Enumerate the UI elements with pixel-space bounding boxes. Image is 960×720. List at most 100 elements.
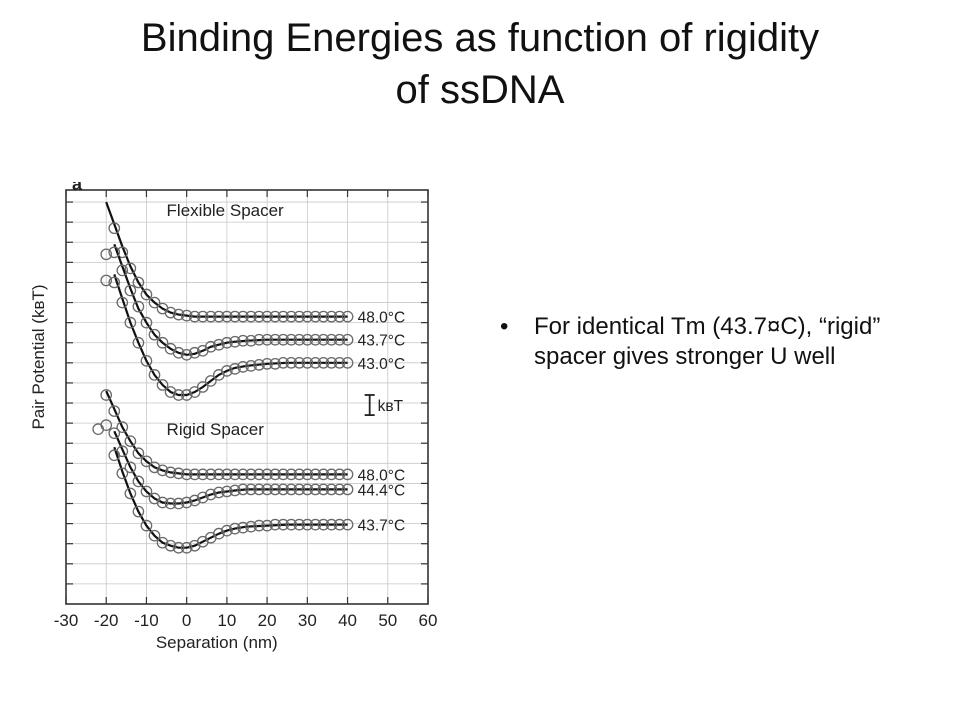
data-point	[237, 483, 249, 496]
data-point	[293, 356, 306, 369]
data-point	[317, 356, 330, 369]
data-point	[148, 328, 161, 341]
data-point	[245, 359, 257, 372]
series-label: 44.4°C	[358, 482, 406, 499]
data-point	[188, 310, 201, 323]
data-point	[212, 527, 225, 540]
data-point	[180, 468, 193, 481]
data-point	[229, 484, 241, 497]
data-point	[301, 310, 314, 323]
data-point	[285, 483, 298, 496]
x-tick-label: 20	[258, 611, 277, 630]
data-point	[301, 468, 314, 481]
data-point	[100, 274, 113, 287]
data-point	[204, 310, 217, 323]
data-point	[301, 333, 314, 346]
data-point	[132, 475, 145, 488]
data-point	[317, 518, 330, 531]
data-point	[269, 518, 282, 531]
group-label: Flexible Spacer	[167, 201, 285, 220]
pair-potential-figure: -30 -20 -10 0 10 20 30 40 50 60 Separation (nm) Pai…	[30, 182, 450, 662]
group-label: Rigid Spacer	[167, 420, 265, 439]
data-point	[293, 483, 306, 496]
data-point	[341, 518, 354, 531]
data-point	[196, 468, 209, 481]
data-point	[269, 483, 282, 496]
data-point	[140, 354, 153, 367]
data-point	[285, 310, 298, 323]
data-point	[196, 381, 209, 393]
data-point	[124, 284, 137, 297]
data-point	[108, 405, 121, 417]
data-point	[341, 356, 354, 369]
data-point	[285, 333, 298, 346]
data-point	[164, 306, 177, 319]
series-fit-line	[113, 243, 348, 356]
data-point	[156, 336, 169, 349]
data-point	[309, 518, 322, 531]
data-point	[277, 518, 290, 531]
data-point	[204, 375, 217, 387]
data-point	[341, 483, 354, 496]
data-point	[317, 483, 330, 496]
data-point	[333, 518, 346, 531]
series-fit-line	[113, 446, 348, 549]
data-point	[124, 487, 137, 500]
data-point	[261, 483, 273, 496]
x-axis-label: Separation (nm)	[156, 633, 278, 652]
data-point	[204, 488, 217, 501]
data-point	[309, 483, 322, 496]
series-label: 43.7°C	[358, 518, 406, 535]
data-point	[148, 529, 161, 542]
data-point	[124, 435, 137, 448]
data-point	[204, 340, 217, 353]
data-point	[333, 356, 346, 369]
data-point	[132, 300, 145, 313]
data-point	[212, 310, 225, 323]
data-point	[180, 541, 193, 554]
panel-label: a	[72, 182, 83, 194]
bullet-item: • For identical Tm (43.7¤C), “rigid” spa…	[500, 312, 900, 372]
data-point	[229, 363, 241, 375]
data-point	[196, 491, 209, 504]
data-point	[333, 333, 346, 346]
data-point	[261, 310, 273, 323]
data-point	[172, 497, 185, 510]
data-point	[204, 468, 217, 481]
data-point	[277, 468, 290, 481]
data-point	[221, 468, 233, 481]
data-point	[325, 518, 338, 531]
data-point	[309, 310, 322, 323]
data-point	[140, 519, 153, 532]
data-point	[116, 467, 129, 480]
data-point	[188, 346, 201, 359]
data-point	[301, 356, 314, 369]
data-point	[221, 365, 233, 377]
data-point	[317, 468, 330, 481]
data-point	[261, 333, 273, 346]
x-tick-label: -20	[94, 611, 119, 630]
data-point	[285, 356, 298, 369]
data-point	[269, 468, 282, 481]
data-point	[100, 419, 113, 431]
data-point	[140, 455, 153, 468]
data-point	[237, 334, 249, 347]
data-point	[172, 308, 185, 321]
x-tick-label: 40	[338, 611, 357, 630]
data-point	[221, 336, 233, 349]
data-point	[245, 483, 257, 496]
data-point	[164, 386, 177, 398]
data-point	[116, 421, 129, 433]
data-point	[253, 468, 265, 481]
slide-title: Binding Energies as function of rigidity…	[40, 12, 920, 116]
x-tick-label: 10	[217, 611, 236, 630]
x-tick-label: 50	[378, 611, 397, 630]
data-point	[148, 369, 161, 381]
data-point	[188, 494, 201, 507]
data-point	[269, 357, 282, 370]
data-point	[269, 333, 282, 346]
data-point	[229, 468, 241, 481]
data-point	[164, 497, 177, 510]
data-point	[341, 333, 354, 346]
data-point	[253, 358, 265, 371]
